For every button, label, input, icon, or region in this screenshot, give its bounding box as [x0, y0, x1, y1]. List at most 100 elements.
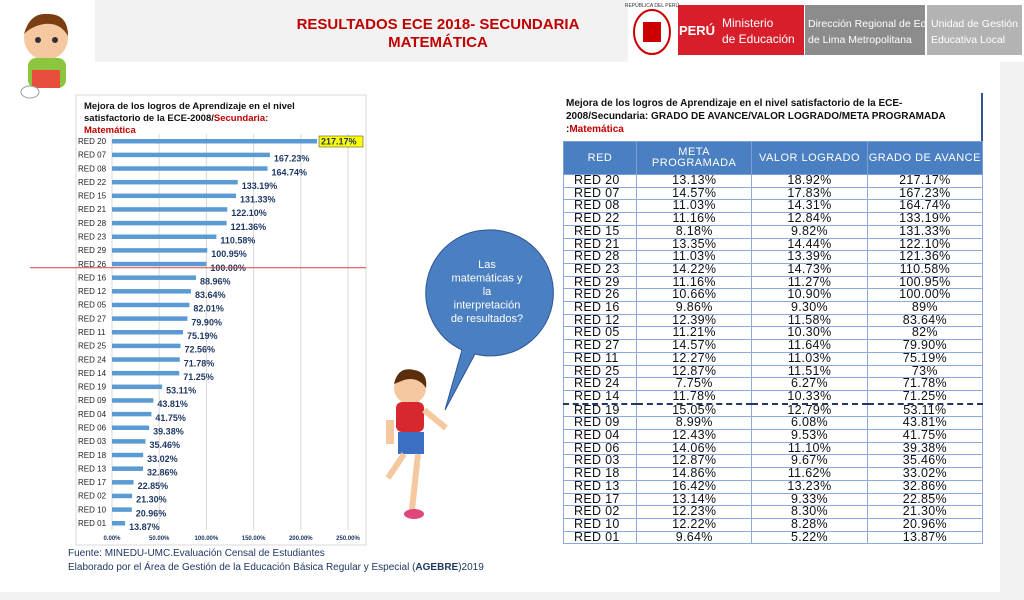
table-row: RED 12 12.39% 11.58% 83.64%: [563, 314, 984, 328]
y-tick-label: RED 15: [78, 192, 107, 201]
value-label: 167.23%: [274, 154, 310, 164]
bar: [112, 330, 183, 335]
table-cell: 10.33%: [751, 390, 868, 405]
y-tick-label: RED 04: [78, 410, 107, 419]
logo-bar: REPÚBLICA DEL PERÚ PERÚ Ministerio de Ed…: [625, 0, 1024, 62]
footer-text: )2019: [458, 562, 484, 573]
table-cell: 11.62%: [751, 467, 868, 481]
kid-running: [385, 369, 448, 519]
value-label: 43.81%: [157, 399, 188, 409]
table-cell: 122.10%: [866, 237, 984, 252]
bar: [112, 425, 150, 430]
logo-text: de Educación: [722, 32, 795, 46]
table-cell: RED 07: [563, 187, 637, 201]
table-cell: 100.00%: [866, 288, 984, 303]
bar: [112, 261, 207, 267]
logo-text: Dirección Regional de Educación: [808, 18, 963, 30]
bar: [112, 439, 146, 444]
bar: [112, 521, 126, 526]
logo-text: Unidad de Gestión: [931, 18, 1018, 30]
chart-title-text: satisfactorio de la ECE-2008/: [84, 113, 214, 124]
table-row: RED 24 7.75% 6.27% 71.78%: [563, 377, 984, 391]
y-tick-label: RED 19: [78, 383, 107, 392]
bar: [112, 316, 188, 321]
y-tick-label: RED 17: [78, 478, 107, 487]
table-row: RED 07 14.57% 17.83% 167.23%: [563, 187, 984, 201]
table-cell: 100.95%: [866, 276, 984, 290]
logo-text: de Lima Metropolitana: [808, 34, 912, 46]
y-tick-label: RED 28: [78, 219, 107, 228]
table-cell: 18.92%: [751, 174, 868, 188]
header-row: RED META PROGRAMADA VALOR LOGRADO GRADO DE …: [563, 141, 984, 175]
chart-title-highlight: Matemática: [84, 125, 136, 136]
value-label: 33.02%: [147, 454, 178, 464]
header-cell: GRADO DE AVANCE: [866, 141, 984, 175]
bar: [112, 166, 268, 171]
callout-text: Las matemáticas y la interpretación de resul…: [451, 259, 523, 325]
table-cell: RED 25: [563, 364, 637, 379]
value-label: 79.90%: [191, 317, 222, 327]
callout-line: de resultados?: [451, 313, 523, 325]
table-row: RED 28 11.03% 13.39% 121.36%: [563, 250, 984, 264]
bar: [112, 480, 134, 485]
y-tick-label: RED 29: [78, 246, 107, 255]
table-row: RED 20 13.13% 18.92% 217.17%: [563, 174, 984, 188]
table-cell: 13.13%: [635, 174, 753, 188]
table-cell: RED 26: [563, 288, 637, 303]
footer-text: Elaborado por el Área de Gestión de la E…: [68, 560, 416, 573]
x-tick-label: 250.00%: [336, 536, 360, 542]
table-row: RED 14 11.78% 10.33% 71.25%: [563, 390, 984, 405]
slide-title: RESULTADOS ECE 2018- SECUNDARIA: [297, 16, 580, 33]
bar: [112, 207, 228, 212]
value-label: 72.56%: [184, 345, 215, 355]
bar: [112, 452, 144, 458]
x-tick-label: 100.00%: [195, 536, 219, 542]
value-label: 39.38%: [153, 427, 184, 437]
bar: [112, 507, 132, 512]
table-cell: 14.57%: [635, 187, 753, 201]
value-label: 32.86%: [147, 467, 178, 477]
y-tick-label: RED 22: [78, 178, 107, 187]
value-label: 41.75%: [155, 413, 186, 423]
table-cell: 15.05%: [635, 403, 753, 418]
bar: [112, 234, 217, 239]
value-label: 71.78%: [184, 358, 215, 368]
logo-text: REPÚBLICA DEL PERÚ: [625, 2, 680, 9]
value-label: 100.95%: [211, 249, 247, 259]
table-row: RED 02 12.23% 8.30% 21.30%: [563, 505, 984, 519]
bar: [112, 398, 154, 403]
bar: [112, 179, 238, 185]
y-tick-label: RED 26: [78, 260, 107, 269]
value-label: 53.11%: [166, 386, 196, 396]
table-cell: RED 15: [563, 225, 637, 239]
table-row: RED 13 16.42% 13.23% 32.86%: [563, 480, 984, 494]
callout-line: interpretación: [454, 300, 521, 312]
footer-text: AGEBRE: [415, 562, 458, 573]
table: RED META PROGRAMADA VALOR LOGRADO GRADO DE …: [563, 141, 984, 545]
table-row: RED 27 14.57% 11.64% 79.90%: [563, 339, 984, 353]
value-label: 131.33%: [240, 195, 276, 205]
value-label: 13.87%: [129, 522, 160, 532]
value-label: 83.64%: [195, 290, 226, 300]
logo-text: PERÚ: [679, 23, 715, 38]
y-tick-label: RED 25: [78, 342, 107, 351]
y-tick-label: RED 03: [78, 437, 107, 446]
bar: [112, 302, 190, 308]
logo-text: Educativa Local: [931, 34, 1005, 46]
value-label: 217.17%: [321, 137, 357, 147]
y-tick-label: RED 05: [78, 301, 107, 310]
table-cell: 14.86%: [635, 467, 753, 481]
footer-source: Fuente: MINEDU-UMC.Evaluación Censal de …: [68, 548, 325, 559]
value-label: 110.58%: [220, 236, 255, 246]
y-tick-label: RED 14: [78, 369, 107, 378]
bar: [112, 384, 163, 390]
table-cell: 9.67%: [751, 454, 868, 469]
table-cell: 164.74%: [866, 199, 984, 214]
value-label-box: [318, 135, 364, 148]
header-cell: META PROGRAMADA: [635, 141, 753, 175]
data-table: Mejora de los logros de Aprendizaje en e…: [563, 93, 984, 545]
speech-bubble: Las matemáticas y la interpretación de resul…: [425, 229, 554, 411]
table-row: RED 10 12.22% 8.28% 20.96%: [563, 518, 984, 532]
value-label: 88.96%: [200, 276, 231, 286]
value-label: 82.01%: [193, 304, 224, 314]
